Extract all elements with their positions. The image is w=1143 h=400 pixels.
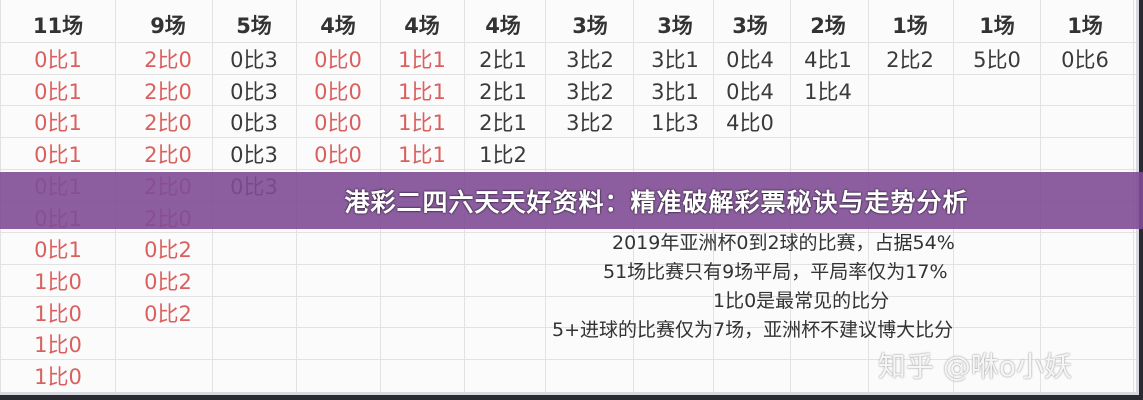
column-header: 5场 bbox=[236, 14, 272, 38]
score-cell: 2比0 bbox=[144, 143, 192, 168]
score-cell: 1比3 bbox=[651, 111, 699, 136]
score-cell: 2比1 bbox=[479, 111, 527, 136]
score-cell: 1比1 bbox=[398, 143, 446, 168]
grid-row-line bbox=[0, 137, 1136, 139]
score-cell: 4比1 bbox=[804, 48, 852, 72]
note-1: 2019年亚洲杯0到2球的比赛，占据54% bbox=[612, 232, 955, 254]
grid-row-line bbox=[0, 168, 1136, 170]
grid-row-line bbox=[0, 73, 1136, 75]
score-cell: 3比2 bbox=[566, 48, 614, 72]
column-header: 11场 bbox=[32, 14, 84, 38]
score-cell: 1比1 bbox=[398, 48, 446, 72]
column-header: 1场 bbox=[979, 14, 1015, 38]
score-cell: 0比3 bbox=[230, 143, 278, 168]
note-3: 1比0是最常见的比分 bbox=[713, 290, 890, 312]
banner-title: 港彩二四六天天好资料：精准破解彩票秘诀与走势分析 bbox=[344, 187, 969, 217]
grid-row-line bbox=[0, 232, 1136, 234]
column-header: 3场 bbox=[657, 14, 693, 38]
note-4: 5+进球的比赛仅为7场，亚洲杯不建议博大比分 bbox=[552, 319, 954, 341]
score-cell: 2比0 bbox=[144, 111, 192, 136]
score-cell: 0比1 bbox=[34, 143, 82, 168]
grid-row-line bbox=[0, 105, 1136, 107]
score-cell: 0比0 bbox=[314, 48, 362, 72]
grid-row-line bbox=[0, 327, 1136, 329]
score-cell: 2比2 bbox=[886, 48, 934, 72]
score-cell: 0比0 bbox=[314, 79, 362, 104]
grid-row-line bbox=[0, 263, 1136, 265]
score-cell: 1比0 bbox=[34, 365, 82, 389]
score-cell: 0比6 bbox=[1061, 48, 1109, 72]
score-cell: 0比1 bbox=[34, 48, 82, 72]
score-cell: 1比2 bbox=[479, 143, 527, 168]
score-cell: 0比3 bbox=[230, 48, 278, 72]
column-header: 4场 bbox=[485, 14, 521, 38]
score-cell: 0比3 bbox=[230, 111, 278, 136]
score-cell: 1比0 bbox=[34, 333, 82, 358]
column-header: 3场 bbox=[572, 14, 608, 38]
title-banner: 港彩二四六天天好资料：精准破解彩票秘诀与走势分析 bbox=[0, 172, 1143, 229]
score-cell: 0比1 bbox=[34, 111, 82, 136]
score-cell: 1比0 bbox=[34, 269, 82, 294]
score-cell: 0比4 bbox=[726, 48, 774, 72]
score-cell: 0比0 bbox=[314, 143, 362, 168]
grid-row-line bbox=[0, 359, 1136, 360]
score-cell: 2比1 bbox=[479, 79, 527, 104]
grid-row-line bbox=[0, 295, 1136, 297]
score-cell: 0比2 bbox=[144, 238, 192, 263]
score-cell: 1比4 bbox=[804, 79, 852, 104]
column-header: 9场 bbox=[150, 14, 186, 38]
column-header: 1场 bbox=[892, 14, 928, 38]
score-cell: 3比1 bbox=[651, 79, 699, 104]
score-cell: 2比0 bbox=[144, 79, 192, 104]
score-cell: 1比0 bbox=[34, 301, 82, 326]
column-header: 2场 bbox=[810, 14, 846, 38]
score-cell: 3比2 bbox=[566, 111, 614, 136]
note-2: 51场比赛只有9场平局，平局率仅为17% bbox=[603, 261, 948, 283]
score-cell: 0比0 bbox=[314, 111, 362, 136]
score-cell: 3比2 bbox=[566, 79, 614, 104]
score-cell: 2比1 bbox=[479, 48, 527, 72]
score-cell: 0比1 bbox=[34, 238, 82, 263]
score-cell: 0比2 bbox=[144, 301, 192, 326]
score-cell: 1比1 bbox=[398, 111, 446, 136]
score-cell: 3比1 bbox=[651, 48, 699, 72]
watermark: 知乎 @咻o小妖 bbox=[878, 350, 1073, 383]
score-cell: 0比3 bbox=[230, 79, 278, 104]
score-cell: 5比0 bbox=[973, 48, 1021, 72]
column-header: 4场 bbox=[404, 14, 440, 38]
score-cell: 2比0 bbox=[144, 48, 192, 72]
score-cell: 1比1 bbox=[398, 79, 446, 104]
column-header: 4场 bbox=[320, 14, 356, 38]
score-cell: 0比1 bbox=[34, 79, 82, 104]
column-header: 1场 bbox=[1067, 14, 1103, 38]
score-cell: 0比2 bbox=[144, 269, 192, 294]
score-cell: 4比0 bbox=[726, 111, 774, 136]
column-header: 3场 bbox=[732, 14, 768, 38]
score-cell: 0比4 bbox=[726, 79, 774, 104]
grid-row-line bbox=[0, 42, 1136, 43]
